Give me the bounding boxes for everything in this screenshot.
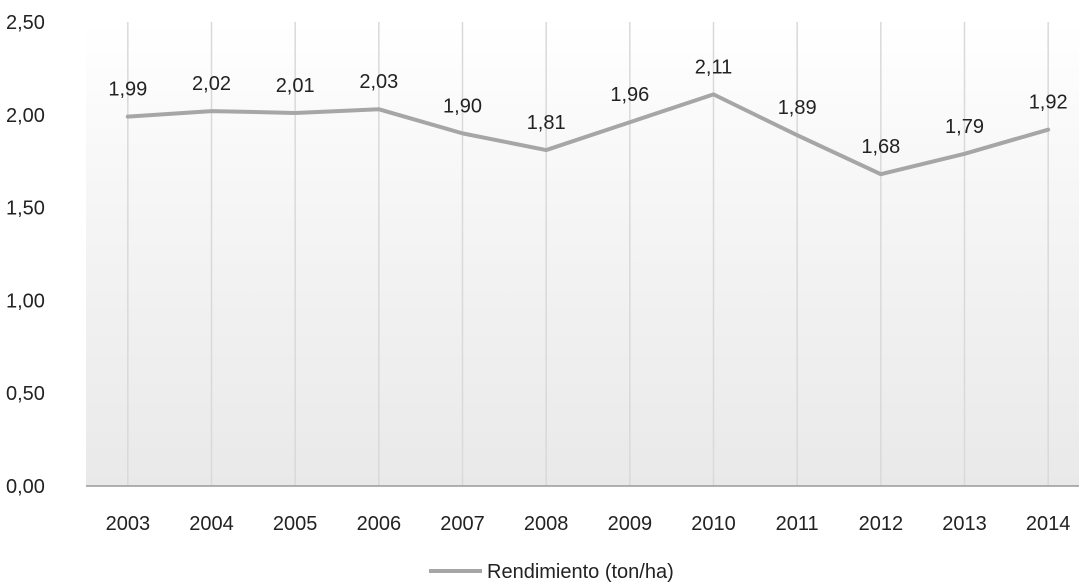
x-tick-label: 2009 xyxy=(608,513,653,535)
x-tick-label: 2013 xyxy=(942,513,987,535)
x-tick-label: 2010 xyxy=(691,513,736,535)
data-label: 2,03 xyxy=(359,71,398,93)
data-label: 2,02 xyxy=(192,73,231,95)
series-layer xyxy=(125,92,1051,177)
data-label: 1,90 xyxy=(443,95,482,117)
data-label: 1,96 xyxy=(610,84,649,106)
x-tick-label: 2011 xyxy=(776,513,819,535)
y-tick-label: 2,50 xyxy=(6,12,45,34)
plot-area xyxy=(86,22,1079,486)
x-tick-label: 2003 xyxy=(106,513,151,535)
legend-label: Rendimiento (ton/ha) xyxy=(487,561,674,583)
y-axis: 0,00 0,50 1,00 1,50 2,00 2,50 xyxy=(6,12,45,498)
data-label: 1,99 xyxy=(108,79,147,101)
gridlines xyxy=(127,22,1049,486)
y-tick-label: 1,50 xyxy=(6,198,45,220)
x-tick-label: 2004 xyxy=(189,513,234,535)
data-label: 1,89 xyxy=(778,97,817,119)
data-label: 1,92 xyxy=(1029,92,1068,114)
x-axis: 2003 2004 2005 2006 2007 2008 2009 2010 2011 2012… xyxy=(86,485,1079,535)
y-tick-label: 1,00 xyxy=(6,290,45,312)
y-tick-label: 0,00 xyxy=(6,476,45,498)
x-tick-label: 2006 xyxy=(357,513,402,535)
data-label: 1,81 xyxy=(527,112,566,134)
x-tick-label: 2005 xyxy=(273,513,318,535)
series-line xyxy=(125,92,1051,177)
x-tick-label: 2014 xyxy=(1026,513,1071,535)
data-labels: 1,99 2,02 2,01 2,03 1,90 1,81 1,96 2,11 1,89 1,68… xyxy=(108,56,1067,158)
x-tick-label: 2007 xyxy=(440,513,485,535)
x-tick-label: 2012 xyxy=(859,513,904,535)
data-label: 2,11 xyxy=(695,56,732,78)
data-label: 2,01 xyxy=(276,75,315,97)
legend: Rendimiento (ton/ha) xyxy=(429,561,674,583)
y-tick-label: 0,50 xyxy=(6,383,45,405)
data-label: 1,79 xyxy=(945,116,984,138)
data-label: 1,68 xyxy=(861,136,900,158)
x-tick-label: 2008 xyxy=(524,513,569,535)
y-tick-label: 2,00 xyxy=(6,105,45,127)
